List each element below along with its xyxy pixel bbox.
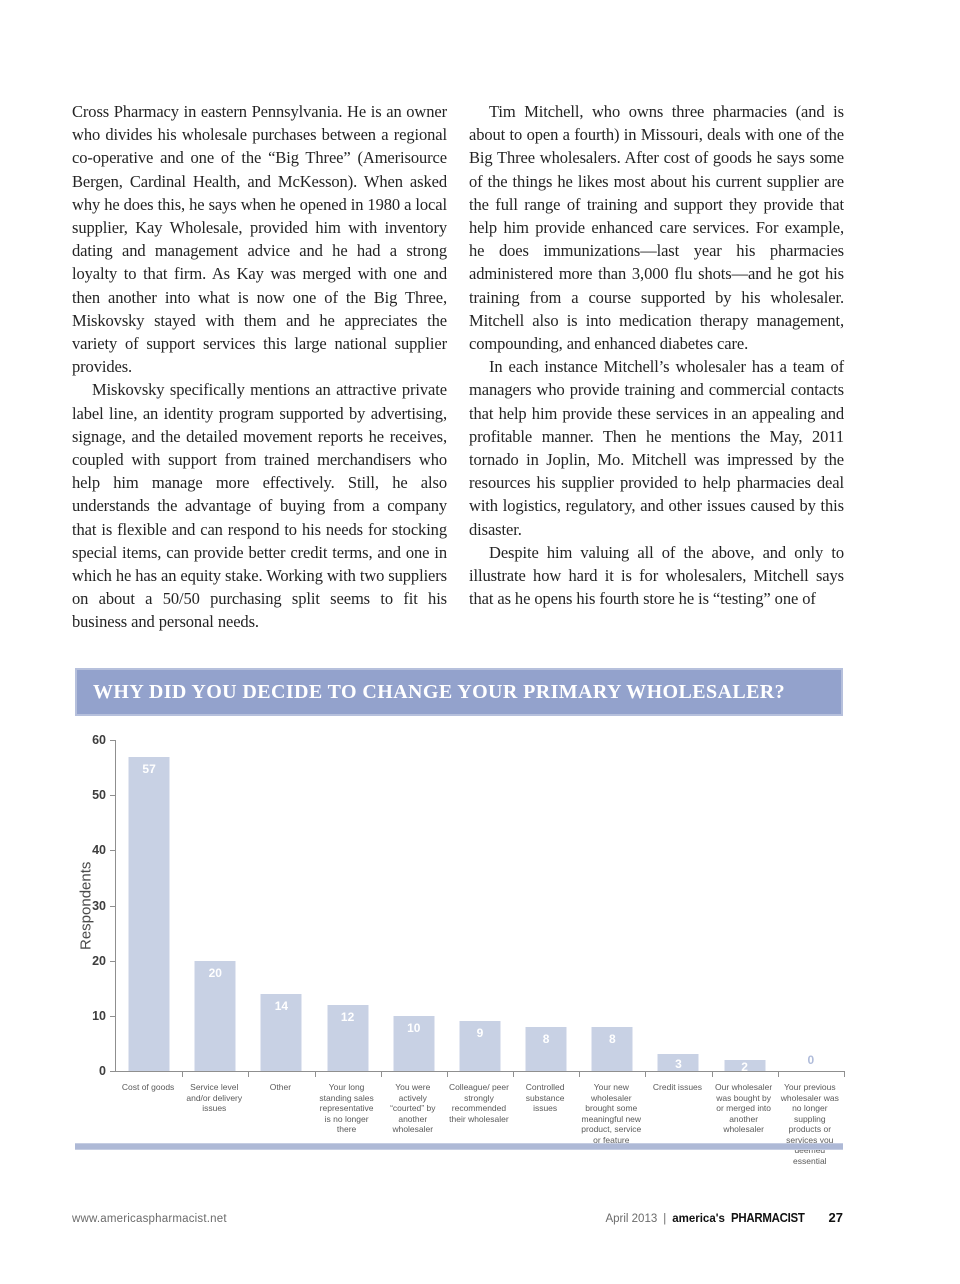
x-tick (777, 1071, 779, 1077)
bar-value-label: 3 (675, 1056, 682, 1071)
bar-series: 57 20 14 12 10 9 8 8 3 2 0 (116, 740, 844, 1074)
article-body: Cross Pharmacy in eastern Pennsylvania. … (72, 100, 844, 634)
bar: 3 (657, 1054, 699, 1071)
brand-americas: america's (672, 1213, 725, 1225)
bar-value-label: 9 (476, 1026, 484, 1041)
x-tick (182, 1071, 184, 1077)
bar: 2 (724, 1059, 766, 1074)
y-tick (110, 740, 116, 741)
bar: 9 (459, 1021, 501, 1071)
y-tick (110, 960, 116, 962)
x-tick (844, 1071, 845, 1077)
bar-value-label: 10 (407, 1020, 421, 1035)
y-tick (110, 905, 116, 907)
bar: 20 (194, 960, 236, 1071)
x-tick (711, 1071, 713, 1077)
y-tick (110, 795, 116, 797)
category-label: Service level and/or delivery issues (186, 1082, 243, 1113)
category-label: Other (269, 1082, 292, 1092)
paragraph: Miskovsky specifically mentions an attra… (72, 380, 447, 632)
category-label: Controlled substance issues (525, 1082, 565, 1113)
bar-value-label: 20 (208, 965, 222, 980)
x-axis-category-labels: Cost of goods Service level and/or delive… (115, 1082, 843, 1166)
page-number: 27 (828, 1210, 843, 1225)
paragraph: Tim Mitchell, who owns three pharmacies … (469, 102, 844, 354)
x-tick (248, 1071, 250, 1077)
y-tick (110, 850, 116, 852)
chart-title: WHY DID YOU DECIDE TO CHANGE YOUR PRIMAR… (75, 668, 843, 716)
y-tick-label: 30 (92, 898, 106, 913)
x-tick (314, 1071, 316, 1077)
x-tick (579, 1071, 581, 1077)
x-tick (380, 1071, 382, 1077)
bar-slot: 14 (248, 740, 314, 1071)
bar-slot: 2 (712, 740, 778, 1074)
bar-value-label: 8 (542, 1031, 550, 1046)
x-tick (513, 1071, 515, 1077)
website-url: www.americaspharmacist.net (72, 1213, 227, 1225)
category-label: Cost of goods (121, 1082, 175, 1092)
y-tick (110, 1015, 116, 1017)
category-label: Your long standing sales representative … (319, 1082, 374, 1134)
y-tick-label: 50 (92, 788, 106, 803)
footer-issue-info: April 2013 | america's PHARMACIST 27 (605, 1210, 843, 1225)
article-column-right: Tim Mitchell, who owns three pharmacies … (469, 100, 844, 634)
bar-slot: 0 (778, 740, 844, 1071)
category-label: Credit issues (652, 1082, 703, 1092)
paragraph: Despite him valuing all of the above, an… (469, 542, 844, 609)
paragraph: In each instance Mitchell’s wholesaler h… (469, 357, 844, 539)
bar-value-label: 2 (741, 1059, 748, 1074)
bar-slot: 9 (447, 740, 513, 1071)
paragraph: Cross Pharmacy in eastern Pennsylvania. … (72, 102, 447, 377)
bar-slot: 20 (182, 740, 248, 1071)
category-label: You were actively “courted” by another w… (390, 1082, 436, 1134)
bar-value-label: 14 (274, 998, 289, 1013)
plot-area: 57 20 14 12 10 9 8 8 3 2 0 0 10 20 30 40 50 60 (92, 733, 845, 1078)
bar: 8 (591, 1026, 633, 1071)
bar: 8 (525, 1026, 567, 1071)
bar-slot: 8 (579, 740, 645, 1071)
issue-date: April 2013 (605, 1213, 658, 1225)
bar: 10 (393, 1015, 435, 1071)
bar-slot: 3 (645, 740, 711, 1071)
brand-pharmacist: PHARMACIST (730, 1210, 805, 1225)
y-tick-label: 40 (92, 843, 106, 858)
bar-value-label: 8 (608, 1031, 616, 1046)
x-tick (446, 1071, 448, 1077)
bar-slot: 8 (513, 740, 579, 1071)
bar-slot: 10 (381, 740, 447, 1071)
chart-bottom-band (75, 1143, 843, 1150)
bar: 57 (128, 756, 170, 1071)
category-label: Your new wholesaler brought some meaning… (581, 1082, 642, 1145)
bar: 12 (327, 1004, 369, 1071)
y-tick-label: 60 (92, 733, 106, 747)
category-label: Our wholesaler was bought by or merged i… (715, 1082, 773, 1134)
footer-separator: | (663, 1213, 667, 1225)
y-tick (110, 1071, 116, 1072)
bar-slot: 57 (116, 740, 182, 1071)
bar-slot: 12 (315, 740, 381, 1071)
bar: 14 (260, 993, 302, 1071)
category-label: Your previous wholesaler was no longer s… (780, 1082, 839, 1166)
y-tick-label: 20 (92, 953, 106, 968)
bar-value-label: 57 (142, 761, 156, 776)
y-tick-label: 10 (92, 1008, 106, 1023)
wholesaler-change-chart: WHY DID YOU DECIDE TO CHANGE YOUR PRIMAR… (75, 668, 845, 1166)
x-tick (645, 1071, 647, 1077)
bar-value-label: 0 (807, 1053, 815, 1067)
category-label: Colleague/ peer strongly recommended the… (448, 1082, 509, 1124)
article-column-left: Cross Pharmacy in eastern Pennsylvania. … (72, 100, 447, 634)
page-footer: www.americaspharmacist.net April 2013 | … (72, 1210, 843, 1225)
bar-value-label: 12 (340, 1009, 355, 1024)
y-tick-label: 0 (99, 1064, 106, 1078)
